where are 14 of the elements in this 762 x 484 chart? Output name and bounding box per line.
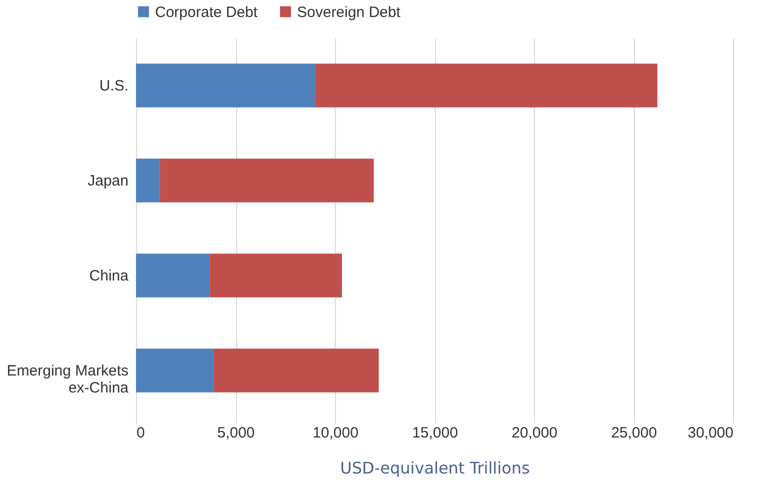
x-tick-label: 25,000 [611,424,657,442]
x-axis-title: USD-equivalent Trillions [340,458,530,478]
x-tick-label: 15,000 [412,424,458,442]
y-tick-label: China [89,268,130,284]
x-tick-label: 5,000 [217,424,255,442]
x-tick-label: 30,000 [688,424,734,442]
x-tick-label: 20,000 [512,424,558,442]
y-tick-label: Emerging Markets ex-China [6,362,130,396]
x-tick-label: 10,000 [312,424,358,442]
x-tick-label: 0 [136,424,145,442]
y-tick-label: Japan [88,172,128,190]
legend-label: Corporate Debt [155,4,258,21]
legend-label: Sovereign Debt [297,4,402,21]
y-tick-label: U.S. [99,78,128,94]
